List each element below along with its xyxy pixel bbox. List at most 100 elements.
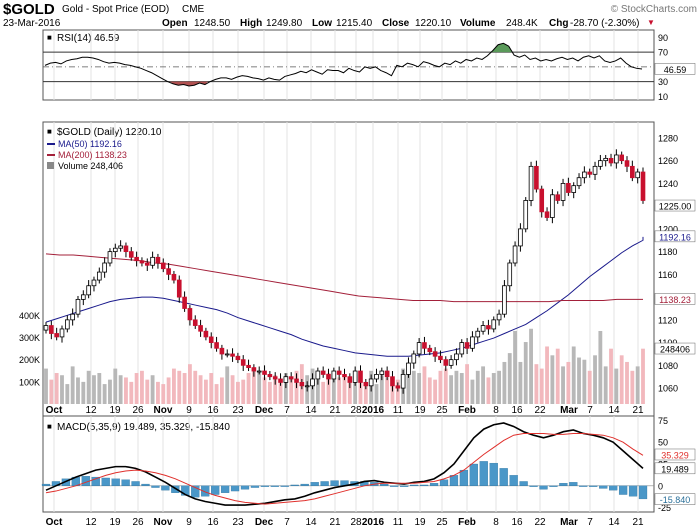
candle-body [251,367,257,372]
macd-histogram-bar [628,485,638,497]
price-x-tick-label: 11 [393,405,404,416]
candle-body [539,188,545,213]
macd-x-tick-label: 22 [534,517,546,528]
macd-histogram-bar [121,479,130,486]
volume-y-tick-label: 100K [19,377,40,387]
candle-body [171,273,177,281]
candle-body [331,370,337,380]
volume-bar [278,379,283,404]
macd-x-tick-label: Dec [255,517,274,528]
volume-bar [337,377,342,404]
macd-histogram-bar [230,485,240,492]
volume-bar [438,370,443,404]
candle-body [160,262,166,270]
candle-body [283,376,289,383]
price-x-tick-label: 7 [587,405,593,416]
rsi-legend: RSI(14) 46.59 [57,33,120,44]
candle-body [619,154,624,162]
volume-bar [507,353,512,404]
candle-body [91,279,97,287]
candle-body [427,347,433,353]
candle-body [240,359,246,366]
volume-bar [342,375,347,404]
volume-bar [406,364,411,404]
candle-body [310,378,315,387]
volume-bar [129,381,134,404]
volume-bar [465,364,470,404]
macd-histogram-bar [549,485,558,487]
macd-histogram-bar [638,485,648,500]
price-y-tick-label: 1160 [658,270,677,280]
signal-line [45,432,644,505]
candle-body [187,308,193,321]
macd-legend-square: ■ [47,422,52,431]
macd-panel [42,415,655,513]
volume-bar [534,364,539,404]
candle-body [96,271,102,281]
price-legend: $GOLD (Daily) 1220.10 [57,127,162,138]
volume-bar [513,330,517,404]
volume-bar [81,381,86,404]
volume-bar [166,377,171,404]
price-x-tick-label: Feb [458,405,476,416]
volume-bar [102,384,107,404]
volume-bar [491,373,496,404]
candle-body [464,342,470,349]
macd-histogram-bar [111,478,120,486]
price-x-tick-label: Nov [154,405,173,416]
price-x-tick-label: 12 [85,405,97,416]
candle-body [294,378,299,383]
macd-histogram-bar [459,469,469,486]
volume-current-label-box [654,342,696,355]
volume-bar [529,328,533,404]
macd-histogram-bar [161,485,170,491]
candle-body [491,319,497,330]
candle-body [176,279,182,298]
macd-x-tick-label: 16 [207,517,219,528]
rsi-y-tick-label: 30 [658,77,668,87]
ma50-legend: MA(50) 1192.16 [58,139,122,149]
candle-body [123,245,129,253]
macd-y-tick-label: -25 [658,503,671,513]
candle-body [534,165,539,190]
close-label: Close [382,18,410,29]
candle-body [150,256,155,266]
macd-x-tick-label: 14 [608,517,620,528]
grid-layer [53,30,639,512]
price-legend-square: ■ [47,127,52,136]
volume-bar [363,381,368,404]
candle-body [262,370,267,375]
volume-bar [118,375,123,404]
candle-body [395,385,401,389]
rsi-current-label: 46.59 [664,65,687,75]
candle-body [134,256,139,262]
low-label: Low [312,18,332,29]
candle-body [443,359,449,366]
candle-body [256,370,262,373]
volume-bar [273,375,278,404]
candle-body [342,374,347,378]
candle-body [70,313,75,321]
price-x-tick-label: 21 [632,405,644,416]
price-x-tick-label: 14 [305,405,317,416]
rsi-legend-square: ■ [47,33,52,42]
candle-body [182,296,187,309]
candle-body [75,298,81,315]
volume-bar [619,355,624,404]
candle-body [208,336,214,343]
candle-body [475,330,481,338]
candle-body [107,251,113,264]
price-x-tick-label: 9 [186,405,192,416]
candle-body [630,165,635,179]
macd-histogram-bar [300,483,309,486]
candle-body [518,228,523,247]
candle-body [459,342,465,355]
rsi-overbought-fill [489,43,512,53]
volume-bar [561,366,565,404]
change-value: -28.70 (-2.30%) [570,18,639,29]
price-x-tick-label: 7 [284,405,290,416]
volume-bar [641,348,645,404]
candle-body [454,353,459,361]
price-x-tick-label: Dec [255,405,274,416]
volume-bar [550,355,555,404]
